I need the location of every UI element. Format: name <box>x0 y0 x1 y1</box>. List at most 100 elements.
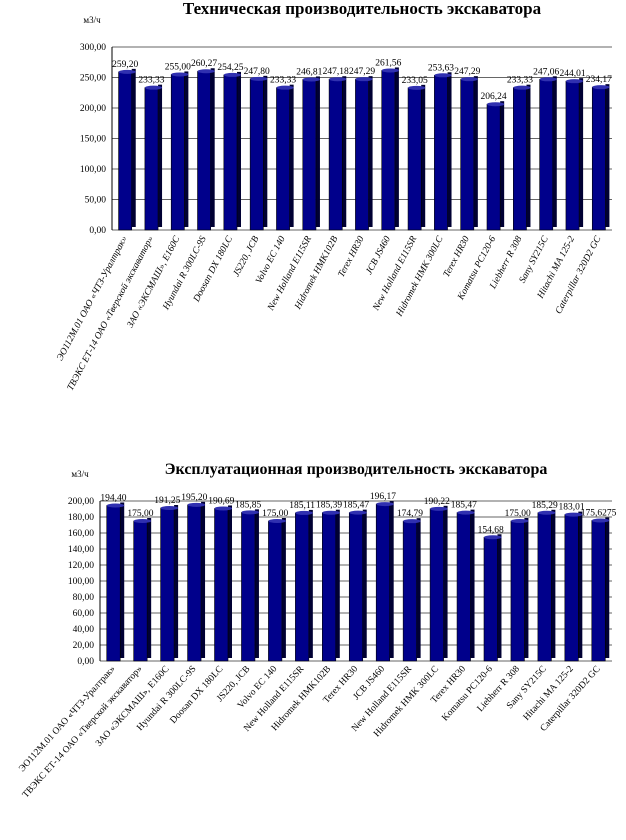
bar-top <box>403 519 421 524</box>
x-tick-label: Hidromek HMK 300LC <box>394 234 446 319</box>
bar <box>322 512 337 662</box>
bar-side <box>526 84 531 227</box>
y-tick-label: 250,00 <box>80 74 106 84</box>
bar-top <box>144 85 163 90</box>
bar <box>302 79 317 231</box>
value-label: 185,85 <box>235 500 261 510</box>
x-tick-label: ЭО112М.01 ОАО «ЧТЗ-Уралтрак» <box>17 664 117 774</box>
value-label: 247,06 <box>533 67 559 77</box>
value-label: 255,00 <box>165 62 191 72</box>
bar-side <box>158 84 163 227</box>
value-label: 247,80 <box>244 67 270 77</box>
bar <box>276 87 290 231</box>
bar-side <box>210 68 215 228</box>
bar <box>197 70 211 231</box>
bar-side <box>368 76 373 227</box>
bar-top <box>118 69 136 74</box>
value-label: 190,22 <box>424 497 450 507</box>
bar <box>537 512 552 662</box>
bar-side <box>228 505 232 658</box>
value-label: 247,18 <box>323 67 349 77</box>
bar-top <box>484 535 502 540</box>
chart-title: Эксплуатационная производительность экск… <box>165 461 548 478</box>
value-label: 196,17 <box>370 492 396 502</box>
bar-side <box>131 68 136 227</box>
bar-side <box>394 67 399 228</box>
bar-top <box>171 72 189 77</box>
bar-top <box>430 506 448 511</box>
bar <box>268 520 283 662</box>
bar-side <box>174 505 179 658</box>
bar <box>348 512 364 662</box>
bar <box>375 503 390 662</box>
bar-side <box>579 78 584 227</box>
y-tick-label: 120,00 <box>68 561 94 571</box>
value-label: 233,05 <box>402 76 428 86</box>
y-tick-label: 300,00 <box>80 43 106 53</box>
value-label: 183,01 <box>559 503 585 513</box>
value-label: 191,25 <box>154 496 180 506</box>
bar-top <box>510 519 529 523</box>
y-tick-label: 80,00 <box>73 593 95 603</box>
y-tick-label: 60,00 <box>73 609 95 619</box>
value-label: 260,27 <box>191 59 217 69</box>
bar <box>513 87 527 231</box>
bar-top <box>460 77 478 82</box>
bar-top <box>381 68 399 73</box>
bar <box>564 514 579 662</box>
value-label: 233,33 <box>507 76 533 86</box>
bar <box>456 512 471 662</box>
bar-side <box>308 509 313 658</box>
bar-top <box>513 85 531 90</box>
bar-side <box>120 502 125 658</box>
bar-top <box>106 503 125 508</box>
bar <box>187 504 202 662</box>
value-label: 185,39 <box>316 501 342 511</box>
bar-side <box>416 518 421 658</box>
bar <box>510 520 525 662</box>
value-label: 206,24 <box>481 92 507 102</box>
x-tick-label: Terex HR30 <box>442 235 472 280</box>
bar <box>402 520 417 662</box>
chart-title: Техническая производительность экскавато… <box>183 0 542 18</box>
y-tick-label: 100,00 <box>68 577 94 587</box>
bar <box>486 103 501 231</box>
value-label: 190,69 <box>208 496 234 506</box>
bar <box>429 508 444 662</box>
bar <box>565 80 580 231</box>
bar <box>118 71 133 231</box>
x-tick-label: ТВЭКС ЕТ-14 ОАО «Тверской экскаватор» <box>20 663 145 800</box>
value-label: 233,33 <box>270 76 296 86</box>
value-label: 154,68 <box>478 525 504 535</box>
bar-top <box>295 510 313 515</box>
y-tick-label: 140,00 <box>68 545 94 555</box>
bar-top <box>322 510 340 515</box>
y-tick-label: 40,00 <box>73 625 95 635</box>
y-tick-label: 100,00 <box>80 165 106 175</box>
bar-side <box>447 72 452 227</box>
bar-top <box>408 85 426 90</box>
bar-top <box>537 510 556 515</box>
bar-top <box>268 519 286 523</box>
bar-side <box>578 511 583 658</box>
bar-side <box>470 509 475 658</box>
value-label: 185,11 <box>289 501 315 511</box>
value-label: 244,01 <box>559 69 585 79</box>
x-tick-label: JS220, JCB <box>232 235 262 279</box>
bar-top <box>241 510 259 515</box>
bar-top <box>434 73 452 78</box>
y-axis-label: м3/ч <box>83 15 101 25</box>
value-label: 233,33 <box>138 76 164 86</box>
bar <box>381 70 396 231</box>
bar-top <box>355 77 373 82</box>
y-tick-label: 20,00 <box>73 641 95 651</box>
bar-top <box>376 502 394 507</box>
value-label: 194,40 <box>100 493 126 503</box>
bar-side <box>605 84 610 227</box>
bar-top <box>276 85 294 90</box>
value-label: 234,17 <box>586 75 612 85</box>
y-tick-label: 0,00 <box>89 226 106 236</box>
value-label: 247,29 <box>349 67 375 77</box>
y-tick-label: 160,00 <box>68 529 94 539</box>
value-label: 246,81 <box>296 67 322 77</box>
